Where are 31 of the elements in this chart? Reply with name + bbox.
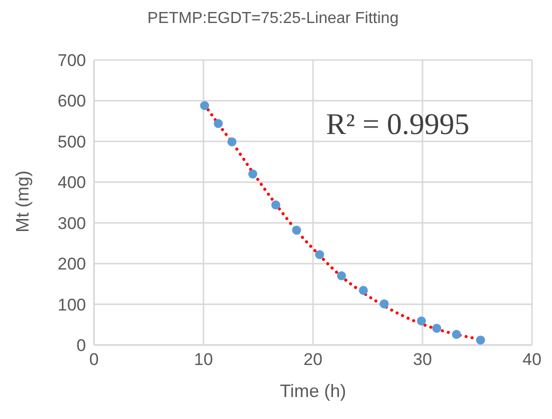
y-tick-label: 200 xyxy=(58,254,86,274)
point xyxy=(380,299,389,308)
y-tick-label: 400 xyxy=(58,173,86,192)
x-tick-label: 40 xyxy=(522,350,542,370)
x-tick-label: 20 xyxy=(304,350,322,370)
y-tick-label: 100 xyxy=(58,295,86,314)
chart-title: PETMP:EGDT=75:25-Linear Fitting xyxy=(146,10,400,28)
point xyxy=(358,286,368,295)
annotation: R² = 0.9995 xyxy=(326,108,470,142)
point xyxy=(271,200,280,210)
point xyxy=(452,330,461,339)
x-tick-label: 10 xyxy=(194,350,213,370)
x-tick-label: 30 xyxy=(413,350,432,370)
y-tick-label: 0 xyxy=(76,336,86,356)
point xyxy=(432,324,442,333)
y-tick-label: 500 xyxy=(58,132,86,152)
point xyxy=(315,250,324,260)
point xyxy=(416,316,426,326)
point xyxy=(248,169,258,179)
point xyxy=(214,119,223,128)
point xyxy=(227,137,236,146)
y-tick-label: 700 xyxy=(58,51,86,70)
x-axis-title: Time (h) xyxy=(280,381,346,401)
point xyxy=(476,336,486,345)
y-axis-title: Mt (mg) xyxy=(12,170,32,232)
x-tick-label: 0 xyxy=(89,350,99,370)
point xyxy=(292,226,302,235)
point xyxy=(200,101,210,110)
y-tick-label: 600 xyxy=(58,92,86,111)
y-tick-label: 300 xyxy=(58,214,86,233)
point xyxy=(336,271,346,280)
